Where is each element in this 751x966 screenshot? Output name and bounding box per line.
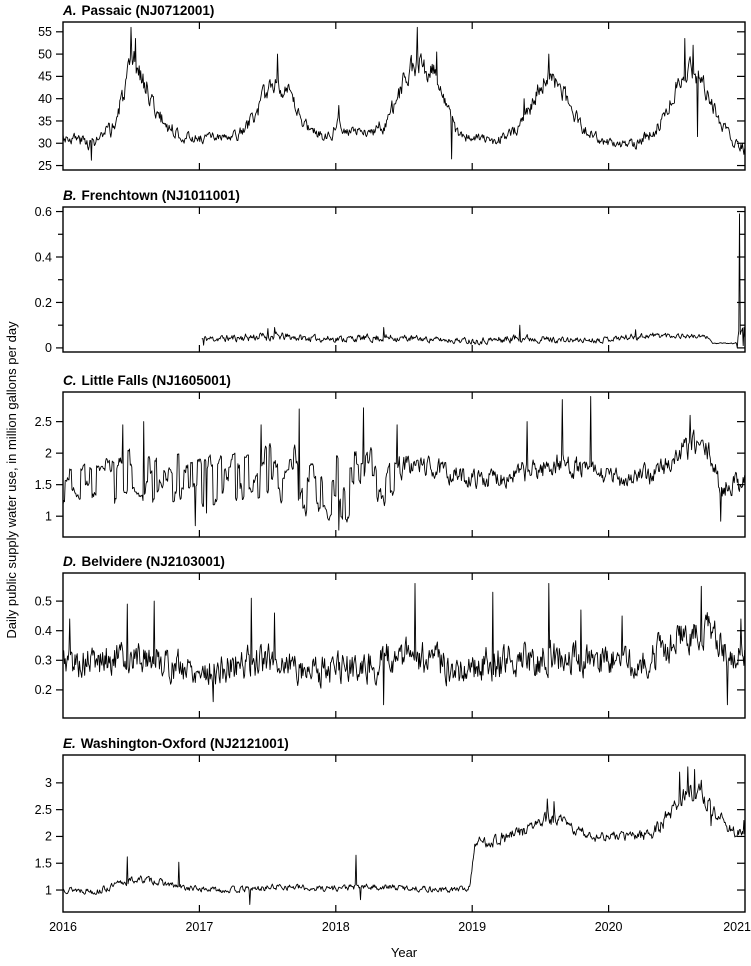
y-tick-label: 40 bbox=[38, 92, 52, 106]
panel-c: C. Little Falls (NJ1605001) 1 1.5 2 2.5 bbox=[35, 373, 746, 538]
panel-title: E. Washington-Oxford (NJ2121001) bbox=[63, 736, 289, 751]
panel-letter: B. bbox=[63, 188, 77, 203]
x-tick-label: 2019 bbox=[458, 920, 486, 934]
x-tick-labels-group: 2016 2017 2018 2019 2020 2021 bbox=[49, 920, 751, 934]
y-tick-label: 2.5 bbox=[35, 803, 52, 817]
series-line bbox=[62, 766, 746, 905]
y-tick-label: 30 bbox=[38, 137, 52, 151]
series-line bbox=[201, 213, 746, 349]
y-tick-label: 35 bbox=[38, 114, 52, 128]
y-tick-label: 0.3 bbox=[35, 654, 52, 668]
y-tick-label: 0.4 bbox=[35, 624, 52, 638]
panel-title: B. Frenchtown (NJ1011001) bbox=[63, 188, 240, 203]
y-tick-label: 55 bbox=[38, 25, 52, 39]
series-line bbox=[62, 395, 746, 531]
y-tick-label: 2.5 bbox=[35, 415, 52, 429]
panel-site-name: Washington-Oxford (NJ2121001) bbox=[81, 736, 289, 751]
panel-d: D. Belvidere (NJ2103001) 0.2 0.3 0.4 0.5 bbox=[35, 554, 746, 719]
y-tick-label: 0 bbox=[45, 341, 52, 355]
x-tick-label: 2017 bbox=[185, 920, 213, 934]
panel-title: C. Little Falls (NJ1605001) bbox=[63, 373, 231, 388]
y-tick-label: 0.4 bbox=[35, 250, 52, 264]
y-tick-label: 0.2 bbox=[35, 683, 52, 697]
y-axis-label: Daily public supply water use, in millio… bbox=[4, 321, 19, 639]
x-tick-label: 2018 bbox=[322, 920, 350, 934]
x-tick-label: 2021 bbox=[723, 920, 751, 934]
y-tick-label: 2 bbox=[45, 446, 52, 460]
plot-frame bbox=[62, 391, 746, 538]
panel-site-name: Frenchtown (NJ1011001) bbox=[82, 188, 240, 203]
x-axis-label: Year bbox=[391, 945, 418, 960]
panel-letter: A. bbox=[62, 3, 77, 18]
y-tick-label: 1 bbox=[45, 509, 52, 523]
panel-site-name: Little Falls (NJ1605001) bbox=[82, 373, 231, 388]
y-tick-label: 1.5 bbox=[35, 857, 52, 871]
panel-letter: E. bbox=[63, 736, 76, 751]
panel-title: A. Passaic (NJ0712001) bbox=[62, 3, 214, 18]
plot-frame bbox=[62, 572, 746, 719]
panel-title: D. Belvidere (NJ2103001) bbox=[63, 554, 225, 569]
panel-letter: C. bbox=[63, 373, 77, 388]
y-tick-label: 45 bbox=[38, 70, 52, 84]
panel-a: A. Passaic (NJ0712001) 25 30 35 40 45 50 55 bbox=[38, 3, 746, 173]
panel-b: B. Frenchtown (NJ1011001) 0 0.2 0.4 0.6 bbox=[35, 188, 746, 355]
series-line bbox=[62, 582, 746, 706]
series-line bbox=[62, 26, 746, 161]
panel-e: E. Washington-Oxford (NJ2121001) 1 1.5 2 2.5 3 bbox=[35, 736, 746, 913]
y-tick-label: 50 bbox=[38, 47, 52, 61]
y-tick-label: 1 bbox=[45, 883, 52, 897]
y-tick-label: 0.2 bbox=[35, 296, 52, 310]
y-tick-label: 3 bbox=[45, 776, 52, 790]
plot-frame bbox=[62, 21, 746, 171]
x-tick-label: 2016 bbox=[49, 920, 77, 934]
panel-letter: D. bbox=[63, 554, 77, 569]
y-tick-label: 25 bbox=[38, 159, 52, 173]
panel-site-name: Belvidere (NJ2103001) bbox=[82, 554, 225, 569]
x-tick-label: 2020 bbox=[595, 920, 623, 934]
panel-site-name: Passaic (NJ0712001) bbox=[82, 3, 215, 18]
y-tick-label: 0.6 bbox=[35, 205, 52, 219]
y-tick-label: 1.5 bbox=[35, 478, 52, 492]
y-tick-label: 2 bbox=[45, 830, 52, 844]
y-tick-label: 0.5 bbox=[35, 594, 52, 608]
plot-frame bbox=[62, 206, 746, 353]
